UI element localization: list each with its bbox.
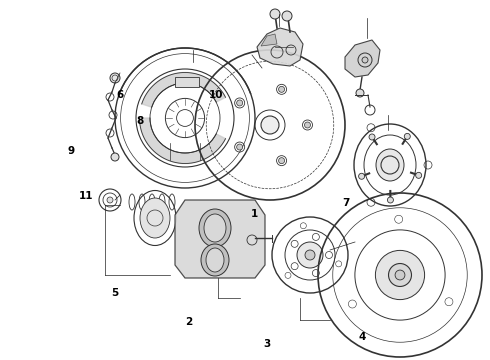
Text: 4: 4 [359, 332, 367, 342]
Circle shape [362, 57, 368, 63]
Circle shape [261, 116, 279, 134]
Text: 11: 11 [78, 191, 93, 201]
Text: 7: 7 [342, 198, 349, 208]
Text: 2: 2 [185, 317, 192, 327]
Ellipse shape [199, 209, 231, 247]
Polygon shape [175, 200, 265, 278]
Ellipse shape [140, 198, 170, 238]
Ellipse shape [376, 149, 404, 181]
Circle shape [282, 11, 292, 21]
Circle shape [416, 172, 422, 178]
Circle shape [111, 153, 119, 161]
Circle shape [304, 122, 311, 128]
Text: 9: 9 [68, 146, 74, 156]
Text: 8: 8 [136, 116, 143, 126]
Polygon shape [175, 77, 199, 87]
Text: 10: 10 [208, 90, 223, 100]
Polygon shape [345, 40, 380, 77]
Circle shape [237, 144, 243, 150]
Circle shape [404, 134, 410, 139]
Circle shape [388, 197, 393, 203]
Circle shape [356, 89, 364, 97]
Circle shape [375, 251, 425, 300]
Circle shape [389, 264, 412, 287]
Polygon shape [140, 118, 225, 163]
Circle shape [110, 73, 120, 83]
Ellipse shape [201, 244, 229, 276]
Polygon shape [142, 72, 225, 107]
Circle shape [270, 9, 280, 19]
Circle shape [359, 173, 365, 179]
Ellipse shape [204, 214, 226, 242]
Circle shape [279, 86, 285, 92]
Text: 5: 5 [112, 288, 119, 298]
Circle shape [107, 197, 113, 203]
Circle shape [279, 158, 285, 164]
Text: 6: 6 [117, 90, 123, 100]
Circle shape [297, 242, 323, 268]
Polygon shape [257, 28, 303, 66]
Circle shape [369, 134, 375, 140]
Polygon shape [261, 34, 277, 46]
Text: 3: 3 [264, 339, 270, 349]
Circle shape [237, 100, 243, 106]
Circle shape [305, 250, 315, 260]
Ellipse shape [206, 248, 224, 272]
Circle shape [395, 270, 405, 280]
Text: 1: 1 [251, 209, 258, 219]
